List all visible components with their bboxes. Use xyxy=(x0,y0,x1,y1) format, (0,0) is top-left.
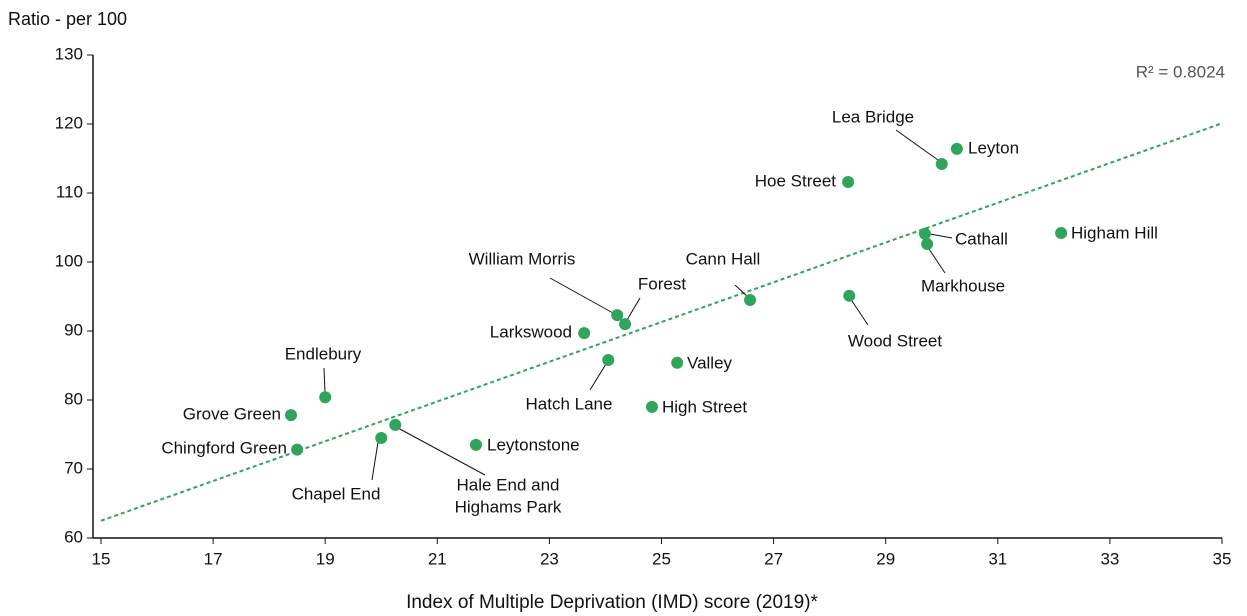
point xyxy=(319,391,332,404)
leader-line xyxy=(926,245,946,274)
x-tick-label: 33 xyxy=(1100,549,1119,568)
x-tick-label: 17 xyxy=(204,549,223,568)
point-label: Larkswood xyxy=(490,322,572,341)
y-tick-label: 80 xyxy=(64,389,83,408)
point xyxy=(935,158,948,171)
point xyxy=(611,309,624,322)
y-tick-label: 110 xyxy=(56,182,83,201)
point xyxy=(285,409,298,422)
leader-line xyxy=(895,129,939,161)
y-axis-title: Ratio - per 100 xyxy=(8,9,127,29)
leader-line xyxy=(549,277,614,314)
leader-line xyxy=(589,363,607,391)
point-label: High Street xyxy=(662,397,747,416)
point-label: Cann Hall xyxy=(686,249,761,268)
point xyxy=(842,175,855,188)
point xyxy=(389,418,402,431)
point-label: William Morris xyxy=(469,249,576,268)
x-tick-label: 29 xyxy=(876,549,895,568)
leader-line xyxy=(929,233,953,239)
point-label: Markhouse xyxy=(921,276,1005,295)
point xyxy=(843,289,856,302)
point xyxy=(950,142,963,155)
y-tick-label: 60 xyxy=(64,527,83,546)
point-label: Higham Hill xyxy=(1071,223,1158,242)
y-tick-label: 100 xyxy=(55,251,83,270)
point xyxy=(602,353,615,366)
point-label: Cathall xyxy=(955,229,1008,248)
point-label: Hale End and xyxy=(456,475,559,494)
x-tick-label: 23 xyxy=(540,549,559,568)
point-label: Chapel End xyxy=(292,484,381,503)
point xyxy=(469,438,482,451)
r-squared: R² = 0.8024 xyxy=(1136,62,1225,81)
x-tick-label: 25 xyxy=(652,549,671,568)
leader-line xyxy=(397,427,486,476)
point xyxy=(619,318,632,331)
leader-line xyxy=(849,297,869,326)
x-tick-label: 15 xyxy=(92,549,111,568)
point-label: Valley xyxy=(687,353,733,372)
x-axis-title: Index of Multiple Deprivation (IMD) scor… xyxy=(406,592,818,613)
point xyxy=(645,400,658,413)
point xyxy=(918,227,931,240)
point-label: Forest xyxy=(638,274,686,293)
point-label: Leyton xyxy=(968,138,1019,157)
leader-line xyxy=(323,367,326,394)
point xyxy=(744,293,757,306)
point-label: Leytonstone xyxy=(487,435,580,454)
leader-line xyxy=(734,284,749,298)
leader-line xyxy=(371,441,379,481)
y-tick-label: 130 xyxy=(55,44,83,63)
point-label: Chingford Green xyxy=(161,438,287,457)
point-label: Endlebury xyxy=(285,344,362,363)
point xyxy=(671,356,684,369)
point xyxy=(375,431,388,444)
point xyxy=(291,443,304,456)
y-tick-label: 120 xyxy=(55,113,83,132)
point-label: Lea Bridge xyxy=(832,107,914,126)
y-tick-label: 90 xyxy=(64,320,83,339)
x-tick-label: 35 xyxy=(1213,549,1232,568)
leader-line xyxy=(626,297,641,321)
x-tick-label: 19 xyxy=(316,549,335,568)
point-label: Highams Park xyxy=(455,497,562,516)
point-label: Wood Street xyxy=(848,331,942,350)
point-label: Hatch Lane xyxy=(526,394,613,413)
x-tick-label: 21 xyxy=(428,549,447,568)
trendline xyxy=(100,122,1223,522)
point xyxy=(1055,227,1068,240)
x-tick-label: 31 xyxy=(988,549,1007,568)
point-label: Grove Green xyxy=(183,404,281,423)
x-tick-label: 27 xyxy=(764,549,783,568)
y-tick-label: 70 xyxy=(64,458,83,477)
point-label: Hoe Street xyxy=(755,171,837,190)
point xyxy=(578,327,591,340)
point xyxy=(921,238,934,251)
